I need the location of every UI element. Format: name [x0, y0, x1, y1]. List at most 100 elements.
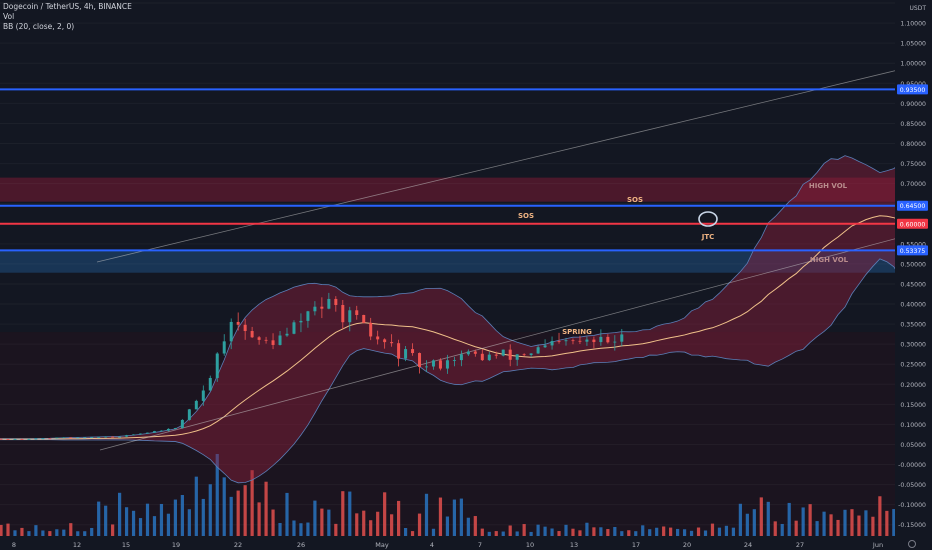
- price-tick-label: -0.15000: [898, 522, 926, 529]
- indicator-bb-label[interactable]: BB (20, close, 2, 0): [3, 22, 75, 31]
- candle-body: [369, 322, 373, 337]
- price-tag: [897, 245, 928, 256]
- volume-bar: [815, 521, 819, 536]
- price-tick-label: 0.20000: [900, 382, 926, 389]
- volume-bar: [417, 513, 422, 536]
- volume-bar: [20, 527, 24, 536]
- volume-bar: [627, 530, 631, 536]
- volume-bar: [90, 527, 94, 536]
- candle-body: [418, 353, 422, 367]
- candle-body: [250, 331, 254, 338]
- price-tick-label: 0.80000: [900, 141, 926, 148]
- time-tick-label: 27: [796, 541, 804, 549]
- price-tick-label: 0.70000: [900, 181, 926, 188]
- candle-body: [264, 339, 268, 341]
- volume-bar: [383, 492, 387, 536]
- time-tick-label: 12: [73, 541, 81, 549]
- time-tick-label: 13: [570, 541, 578, 549]
- candle-body: [48, 438, 52, 440]
- candle-body: [390, 342, 394, 344]
- candle-body: [180, 419, 184, 429]
- time-tick-label: 17: [632, 541, 640, 549]
- volume-bar: [871, 516, 875, 536]
- candle-body: [452, 360, 456, 361]
- indicator-vol-label[interactable]: Vol: [3, 12, 15, 21]
- volume-bar: [620, 531, 624, 536]
- volume-bar: [76, 531, 80, 536]
- volume-bar: [118, 492, 122, 536]
- volume-bar: [613, 526, 617, 536]
- candle-body: [320, 306, 324, 309]
- volume-bar: [355, 513, 359, 536]
- candle-body: [41, 438, 45, 440]
- candle-body: [522, 354, 526, 356]
- volume-bar: [836, 519, 840, 536]
- candle-body: [20, 439, 24, 440]
- candle-body: [355, 310, 359, 315]
- candle-body: [404, 349, 408, 359]
- candle-body: [564, 340, 568, 342]
- candle-body: [166, 428, 170, 431]
- volume-bar: [682, 529, 687, 536]
- volume-bar: [257, 502, 261, 536]
- candle-body: [76, 437, 80, 439]
- candle-body: [578, 340, 582, 342]
- jtc-circle: [698, 211, 718, 227]
- volume-bar: [885, 510, 889, 536]
- candle-body: [515, 354, 519, 360]
- volume-bar: [878, 496, 882, 536]
- volume-bar: [41, 530, 45, 536]
- candle-body: [550, 341, 554, 346]
- price-tick-label: 0.25000: [900, 362, 926, 369]
- price-tag-label: 0.64500: [900, 203, 926, 210]
- volume-bar: [676, 528, 680, 536]
- candle-body: [383, 339, 387, 343]
- volume-bar: [794, 520, 798, 536]
- candle-body: [27, 439, 31, 440]
- price-tick-label: 0.85000: [900, 121, 926, 128]
- volume-bar: [48, 531, 52, 536]
- candle-body: [341, 305, 345, 323]
- candles-layer: [0, 292, 624, 440]
- candle-body: [299, 320, 303, 323]
- volume-bar: [236, 490, 240, 536]
- volume-bar: [801, 507, 805, 536]
- volume-bar: [327, 509, 331, 536]
- volume-bar: [787, 502, 791, 536]
- candle-body: [132, 434, 136, 436]
- price-tick-label: 1.10000: [900, 21, 926, 28]
- time-axis[interactable]: 8 12 15 19 22 26 May 4 7 10 13 17 20 24 27 Jun: [0, 538, 932, 550]
- volume-bar: [780, 523, 784, 536]
- time-tick-label: 20: [683, 541, 691, 549]
- volume-bar: [536, 524, 540, 536]
- candle-body: [111, 436, 115, 438]
- volume-bar: [892, 509, 896, 536]
- volume-bar: [306, 522, 310, 536]
- volume-bar: [641, 525, 645, 536]
- price-tick-label: 0.50000: [900, 261, 926, 268]
- candle-body: [459, 354, 463, 361]
- candle-body: [508, 349, 512, 360]
- candle-body: [292, 322, 296, 334]
- volume-bar: [348, 491, 352, 536]
- volume-bar: [278, 522, 282, 536]
- candle-body: [606, 336, 610, 343]
- volume-bar: [550, 528, 554, 536]
- volume-bar: [215, 454, 219, 536]
- candle-body: [6, 439, 10, 440]
- volume-bar: [138, 518, 143, 536]
- volume-bar: [508, 525, 512, 536]
- price-tick-label: 0.45000: [900, 281, 926, 288]
- candle-body: [431, 360, 435, 367]
- candle-body: [313, 306, 317, 312]
- volume-bar: [592, 527, 596, 536]
- symbol-title[interactable]: Dogecoin / TetherUS, 4h, BINANCE: [3, 2, 132, 11]
- volume-bar: [166, 513, 171, 536]
- candle-body: [480, 353, 484, 361]
- candle-body: [159, 430, 163, 432]
- volume-bar: [243, 485, 247, 536]
- price-axis[interactable]: USDT 1.10000 1.05000 1.00000 0.95000 0.90000 0…: [895, 0, 932, 550]
- candle-body: [13, 439, 17, 440]
- time-tick-label: 15: [122, 541, 130, 549]
